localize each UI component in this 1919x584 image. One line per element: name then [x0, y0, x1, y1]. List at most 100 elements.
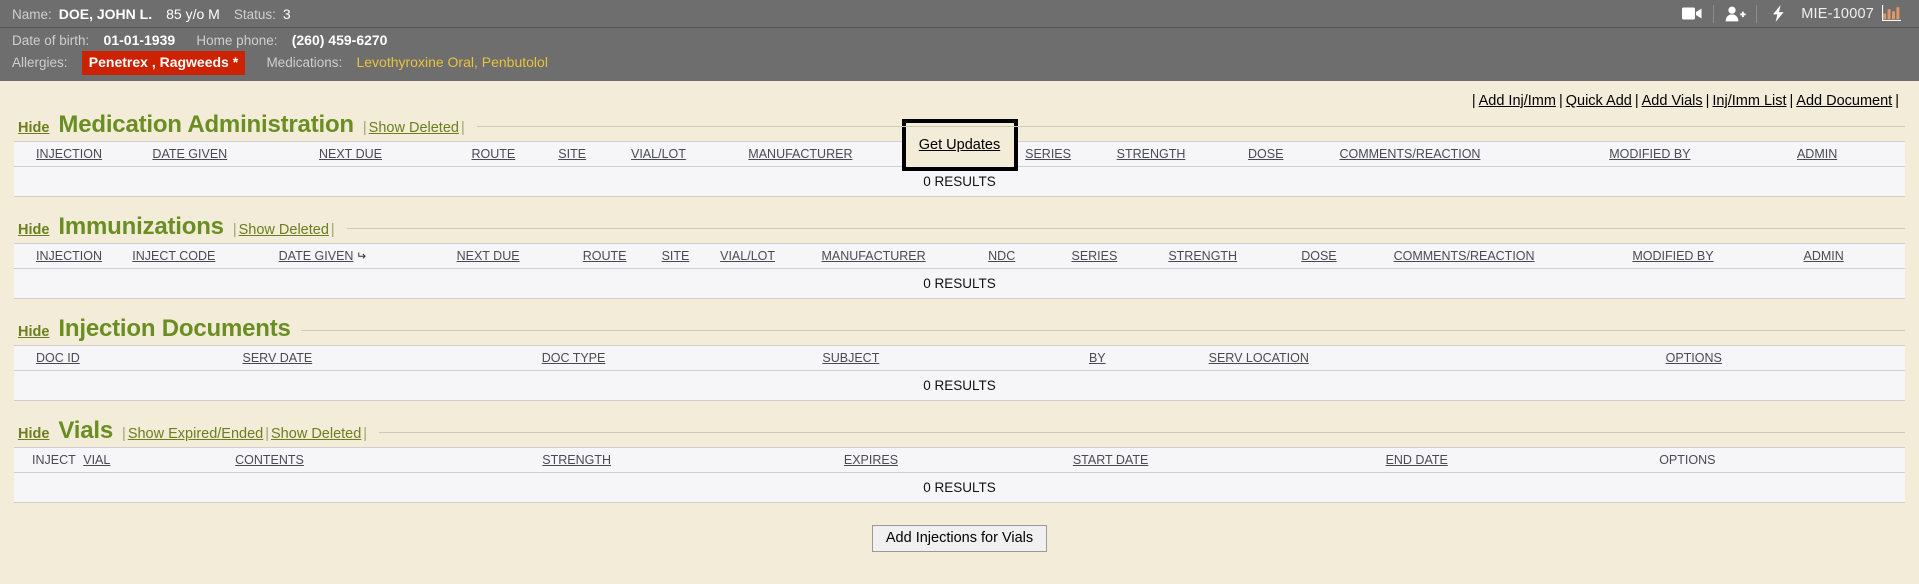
column-header-end-date[interactable]: END DATE [1385, 447, 1660, 473]
column-header-start-date[interactable]: START DATE [1072, 447, 1386, 473]
results-count: 0 RESULTS [14, 166, 1905, 197]
column-header-dose[interactable]: DOSE [1247, 141, 1340, 167]
table-header-row: INJECTION INJECT CODE DATE GIVEN ↵ NEXT DUE R… [14, 243, 1905, 269]
section-header: Hide Vials | Show Expired/Ended | Show Delete… [14, 417, 1905, 445]
column-header-strength[interactable]: STRENGTH [1168, 243, 1302, 269]
column-header-serv-date[interactable]: SERV DATE [242, 345, 542, 371]
column-header-inject-code[interactable]: INJECT CODE [132, 243, 279, 269]
link-separator: | [1789, 93, 1794, 109]
column-header-contents[interactable]: CONTENTS [235, 447, 543, 473]
column-header-label: DOSE [1247, 147, 1284, 161]
column-header-site[interactable]: SITE [661, 243, 721, 269]
column-header-label: STRENGTH [542, 453, 612, 467]
column-header-site[interactable]: SITE [558, 141, 631, 167]
column-header-date-given[interactable]: DATE GIVEN [152, 141, 319, 167]
column-header-label: DOC ID [36, 351, 80, 365]
column-header-next-due[interactable]: NEXT DUE [456, 243, 583, 269]
section-immunizations: Hide Immunizations | Show Deleted | INJECTION… [14, 213, 1905, 299]
table-empty-row: 0 RESULTS [14, 268, 1905, 299]
column-header-vial-lot[interactable]: VIAL/LOT [631, 141, 749, 167]
column-header-admin[interactable]: ADMIN [1803, 243, 1905, 269]
column-header-options[interactable]: OPTIONS [1665, 345, 1905, 371]
column-header-comments-reaction[interactable]: COMMENTS/REACTION [1339, 141, 1610, 167]
link-add-document[interactable]: Add Document [1796, 93, 1893, 109]
video-camera-icon[interactable] [1675, 3, 1709, 25]
sublink-show-deleted[interactable]: Show Deleted [271, 426, 362, 442]
link-separator: | [265, 426, 270, 442]
link-add-inj-imm[interactable]: Add Inj/Imm [1478, 93, 1556, 109]
get-updates-label[interactable]: Get Updates [918, 137, 1001, 153]
allergies-badge[interactable]: Penetrex , Ragweeds * [81, 51, 246, 75]
column-header-manufacturer[interactable]: MANUFACTURER [821, 243, 989, 269]
column-header-route[interactable]: ROUTE [582, 243, 662, 269]
section-spacer [14, 401, 1905, 417]
column-header-inject: INJECT [14, 447, 84, 473]
section-rule [300, 330, 1905, 331]
get-updates-button[interactable]: Get Updates [901, 119, 1018, 171]
column-header-label: SERIES [1025, 147, 1071, 161]
column-header-label: ADMIN [1803, 249, 1844, 263]
column-header-by[interactable]: BY [1088, 345, 1209, 371]
column-header-modified-by[interactable]: MODIFIED BY [1609, 141, 1797, 167]
column-header-label: COMMENTS/REACTION [1339, 147, 1481, 161]
column-header-label: MANUFACTURER [748, 147, 853, 161]
column-header-dose[interactable]: DOSE [1301, 243, 1394, 269]
column-header-vial-lot[interactable]: VIAL/LOT [720, 243, 822, 269]
bar-chart-icon[interactable] [1882, 5, 1909, 22]
hide-link-injection-documents[interactable]: Hide [18, 324, 50, 340]
column-header-label: COMMENTS/REACTION [1393, 249, 1535, 263]
add-injections-for-vials-button[interactable]: Add Injections for Vials [871, 525, 1048, 552]
column-header-series[interactable]: SERIES [1071, 243, 1169, 269]
column-header-strength[interactable]: STRENGTH [1116, 141, 1248, 167]
column-header-label: VIAL/LOT [720, 249, 776, 263]
column-header-label: ROUTE [582, 249, 627, 263]
section-header: Hide Immunizations | Show Deleted | [14, 213, 1905, 241]
hide-link-vials[interactable]: Hide [18, 426, 50, 442]
hide-link-immunizations[interactable]: Hide [18, 222, 50, 238]
column-header-label: OPTIONS [1659, 453, 1716, 467]
column-header-ndc[interactable]: NDC [988, 243, 1072, 269]
link-separator: | [1558, 93, 1563, 109]
sublink-show-deleted[interactable]: Show Deleted [368, 120, 459, 136]
main-content: | Add Inj/Imm | Quick Add | Add Vials | Inj/Imm… [0, 81, 1919, 552]
section-title: Injection Documents [58, 315, 291, 342]
column-header-modified-by[interactable]: MODIFIED BY [1632, 243, 1804, 269]
section-title: Medication Administration [58, 111, 354, 138]
column-header-date-given[interactable]: DATE GIVEN ↵ [278, 243, 457, 269]
section-title: Immunizations [58, 213, 224, 240]
column-header-route[interactable]: ROUTE [471, 141, 559, 167]
column-header-comments-reaction[interactable]: COMMENTS/REACTION [1393, 243, 1633, 269]
medications-value[interactable]: Levothyroxine Oral, Penbutolol [356, 54, 548, 70]
column-header-series[interactable]: SERIES [1025, 141, 1117, 167]
patient-name: DOE, JOHN L. [58, 5, 153, 22]
patient-banner-primary-row: Name: DOE, JOHN L. 85 y/o M Status: 3 [0, 0, 1919, 28]
add-user-icon[interactable] [1718, 3, 1752, 25]
link-quick-add[interactable]: Quick Add [1565, 93, 1632, 109]
link-add-vials[interactable]: Add Vials [1641, 93, 1703, 109]
results-count: 0 RESULTS [14, 268, 1905, 299]
column-header-doc-type[interactable]: DOC TYPE [541, 345, 823, 371]
column-header-doc-id[interactable]: DOC ID [14, 345, 243, 371]
column-header-next-due[interactable]: NEXT DUE [318, 141, 472, 167]
column-header-admin[interactable]: ADMIN [1796, 141, 1905, 167]
link-separator: | [1634, 93, 1639, 109]
column-header-expires[interactable]: EXPIRES [843, 447, 1073, 473]
column-header-vial[interactable]: VIAL [83, 447, 236, 473]
section-rule [379, 432, 1905, 433]
link-inj-imm-list[interactable]: Inj/Imm List [1712, 93, 1787, 109]
hide-link-medication-administration[interactable]: Hide [18, 120, 50, 136]
column-header-injection[interactable]: INJECTION [14, 141, 153, 167]
lightning-bolt-icon[interactable] [1761, 3, 1795, 25]
sublink-show-deleted[interactable]: Show Deleted [238, 222, 329, 238]
home-phone-label: Home phone: [196, 33, 278, 48]
column-header-subject[interactable]: SUBJECT [822, 345, 1089, 371]
table-vials: INJECT VIAL CONTENTS STRENGTH EXPIRES START D… [14, 447, 1905, 503]
column-header-injection[interactable]: INJECTION [14, 243, 133, 269]
column-header-label: INJECT [32, 453, 76, 467]
column-header-strength[interactable]: STRENGTH [542, 447, 844, 473]
sublink-show-expired-ended[interactable]: Show Expired/Ended [127, 426, 264, 442]
column-header-serv-location[interactable]: SERV LOCATION [1208, 345, 1666, 371]
section-sublinks: | Show Deleted | [361, 120, 467, 136]
column-header-label: INJECTION [36, 249, 102, 263]
table-empty-row: 0 RESULTS [14, 166, 1905, 197]
